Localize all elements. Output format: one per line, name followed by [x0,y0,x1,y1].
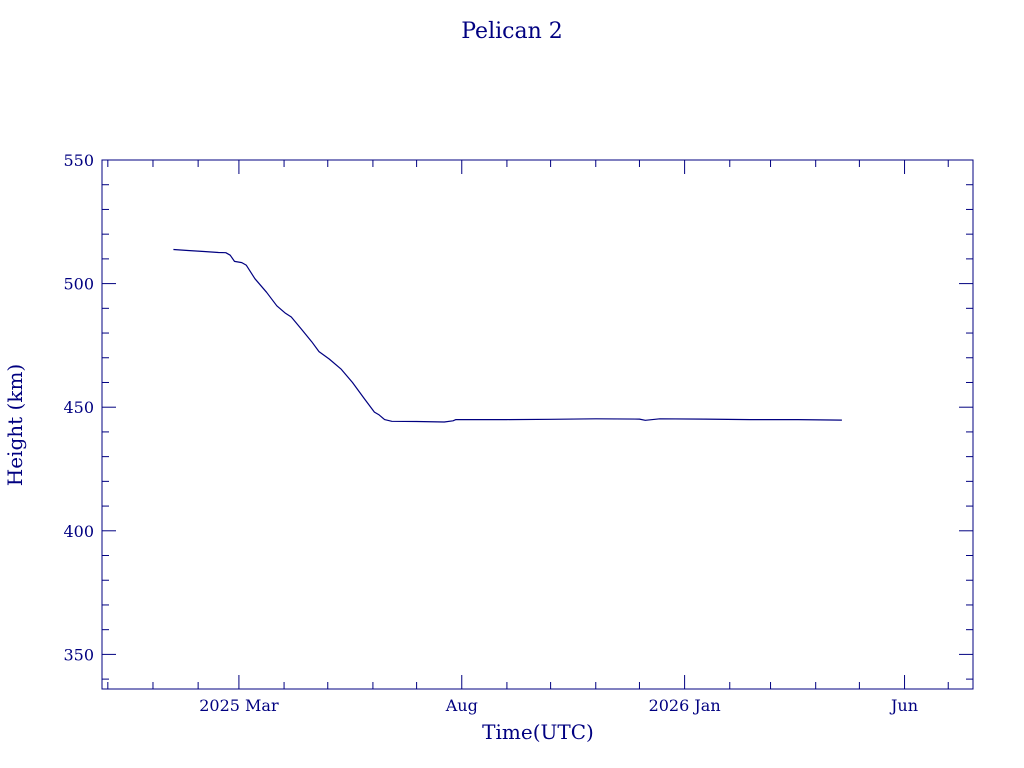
height-series-line [173,248,842,423]
x-tick-label: Jun [889,696,918,715]
plot-frame [101,159,974,690]
chart-title: Pelican 2 [461,19,563,44]
x-tick-label: 2025 Mar [199,696,279,715]
series-layer [173,248,842,423]
tick-marks [102,159,973,689]
y-tick-label: 400 [63,522,94,541]
y-tick-label: 500 [63,275,94,294]
axes [101,159,974,690]
x-tick-label: Aug [445,696,478,715]
y-axis-label: Height (km) [3,364,27,486]
y-tick-label: 350 [63,645,94,664]
tick-labels: 350 400 450 500 550 2025 Mar Aug 2026 Jan Jun [63,151,918,715]
x-axis-label: Time(UTC) [482,720,594,744]
y-tick-label: 550 [63,151,94,170]
x-tick-label: 2026 Jan [649,696,721,715]
y-tick-label: 450 [63,398,94,417]
